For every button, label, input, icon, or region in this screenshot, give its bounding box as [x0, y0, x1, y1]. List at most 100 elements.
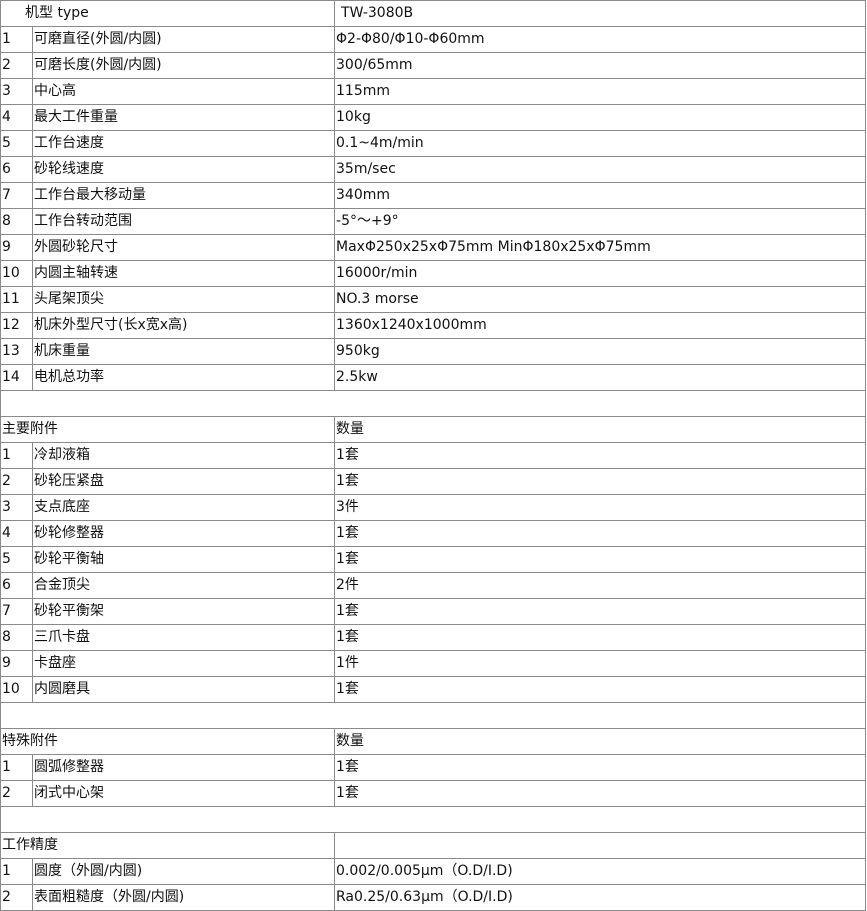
spec-name: 可磨直径(外圆/内圆): [31, 26, 336, 53]
accessory-qty: 1套: [334, 754, 867, 781]
section-title: 工作精度: [0, 832, 336, 859]
spec-row: 2 可磨长度(外圆/内圆) 300/65mm: [0, 52, 867, 79]
empty-row: [0, 806, 867, 833]
spec-name: 外圆砂轮尺寸: [31, 234, 336, 261]
spec-value: 340mm: [334, 182, 867, 209]
row-number: 1: [0, 26, 33, 53]
spec-row: 8 工作台转动范围 -5°～+9°: [0, 208, 867, 235]
row-number: 8: [0, 624, 33, 651]
spec-value: 300/65mm: [334, 52, 867, 79]
spec-value: 0.1~4m/min: [334, 130, 867, 157]
accessory-row: 1 冷却液箱 1套: [0, 442, 867, 469]
row-number: 9: [0, 234, 33, 261]
accessory-row: 10 内圆磨具 1套: [0, 676, 867, 703]
spec-value: -5°～+9°: [334, 208, 867, 235]
accessory-qty: 1套: [334, 598, 867, 625]
row-number: 1: [0, 754, 33, 781]
spec-name: 工作台最大移动量: [31, 182, 336, 209]
row-number: 4: [0, 520, 33, 547]
spec-row: 5 工作台速度 0.1~4m/min: [0, 130, 867, 157]
accessory-row: 3 支点底座 3件: [0, 494, 867, 521]
spec-value: 2.5kw: [334, 364, 867, 391]
row-number: 2: [0, 884, 33, 911]
accessory-row: 2 砂轮压紧盘 1套: [0, 468, 867, 495]
accessory-row: 9 卡盘座 1件: [0, 650, 867, 677]
spec-name: 砂轮线速度: [31, 156, 336, 183]
spec-row: 1 可磨直径(外圆/内圆) Φ2-Φ80/Φ10-Φ60mm: [0, 26, 867, 53]
accessory-qty: 1套: [334, 676, 867, 703]
spec-row: 7 工作台最大移动量 340mm: [0, 182, 867, 209]
row-number: 7: [0, 182, 33, 209]
spec-name: 中心高: [31, 78, 336, 105]
row-number: 7: [0, 598, 33, 625]
accessory-name: 砂轮修整器: [31, 520, 336, 547]
row-number: 3: [0, 78, 33, 105]
accessory-row: 8 三爪卡盘 1套: [0, 624, 867, 651]
spec-name: 工作台转动范围: [31, 208, 336, 235]
spec-name: 机床重量: [31, 338, 336, 365]
section-header-row: 特殊附件 数量: [0, 728, 867, 755]
accessory-row: 1 圆弧修整器 1套: [0, 754, 867, 781]
row-number: 9: [0, 650, 33, 677]
qty-header: 数量: [334, 416, 867, 443]
section-title: 主要附件: [0, 416, 336, 443]
row-number: 8: [0, 208, 33, 235]
header-row: 机型 type TW-3080B: [0, 0, 867, 27]
empty-row: [0, 390, 867, 417]
accessory-qty: 1套: [334, 780, 867, 807]
accessory-qty: 1套: [334, 442, 867, 469]
accessory-row: 4 砂轮修整器 1套: [0, 520, 867, 547]
spec-value: 35m/sec: [334, 156, 867, 183]
spec-value: Φ2-Φ80/Φ10-Φ60mm: [334, 26, 867, 53]
row-number: 3: [0, 494, 33, 521]
spec-row: 9 外圆砂轮尺寸 MaxΦ250x25xΦ75mm MinΦ180x25xΦ75mm: [0, 234, 867, 261]
spec-name: 可磨长度(外圆/内圆): [31, 52, 336, 79]
row-number: 10: [0, 676, 33, 703]
accessory-qty: 1套: [334, 546, 867, 573]
spec-value: MaxΦ250x25xΦ75mm MinΦ180x25xΦ75mm: [334, 234, 867, 261]
accessory-name: 合金顶尖: [31, 572, 336, 599]
empty-row: [0, 702, 867, 729]
row-number: 6: [0, 572, 33, 599]
empty-cell: [0, 390, 867, 417]
spec-row: 4 最大工件重量 10kg: [0, 104, 867, 131]
model-label: 机型 type: [0, 0, 336, 27]
accessory-row: 5 砂轮平衡轴 1套: [0, 546, 867, 573]
section-header-row: 主要附件 数量: [0, 416, 867, 443]
spec-value: 16000r/min: [334, 260, 867, 287]
accessory-row: 6 合金顶尖 2件: [0, 572, 867, 599]
accessory-qty: 2件: [334, 572, 867, 599]
row-number: 1: [0, 858, 33, 885]
spec-name: 头尾架顶尖: [31, 286, 336, 313]
accessory-name: 圆弧修整器: [31, 754, 336, 781]
accessory-qty: 1套: [334, 468, 867, 495]
accessory-name: 砂轮平衡架: [31, 598, 336, 625]
section-title: 特殊附件: [0, 728, 336, 755]
accessory-qty: 1套: [334, 624, 867, 651]
empty-cell: [334, 832, 867, 859]
spec-row: 13 机床重量 950kg: [0, 338, 867, 365]
spec-value: 115mm: [334, 78, 867, 105]
spec-name: 最大工件重量: [31, 104, 336, 131]
spec-name: 工作台速度: [31, 130, 336, 157]
row-number: 5: [0, 546, 33, 573]
row-number: 12: [0, 312, 33, 339]
row-number: 6: [0, 156, 33, 183]
spec-row: 3 中心高 115mm: [0, 78, 867, 105]
row-number: 13: [0, 338, 33, 365]
precision-name: 表面粗糙度（外圆/内圆): [31, 884, 336, 911]
spec-value: 950kg: [334, 338, 867, 365]
spec-row: 6 砂轮线速度 35m/sec: [0, 156, 867, 183]
spec-name: 内圆主轴转速: [31, 260, 336, 287]
spec-row: 14 电机总功率 2.5kw: [0, 364, 867, 391]
accessory-name: 冷却液箱: [31, 442, 336, 469]
spec-name: 电机总功率: [31, 364, 336, 391]
row-number: 4: [0, 104, 33, 131]
accessory-name: 三爪卡盘: [31, 624, 336, 651]
row-number: 2: [0, 780, 33, 807]
row-number: 5: [0, 130, 33, 157]
accessory-qty: 3件: [334, 494, 867, 521]
empty-cell: [0, 806, 867, 833]
empty-cell: [0, 702, 867, 729]
